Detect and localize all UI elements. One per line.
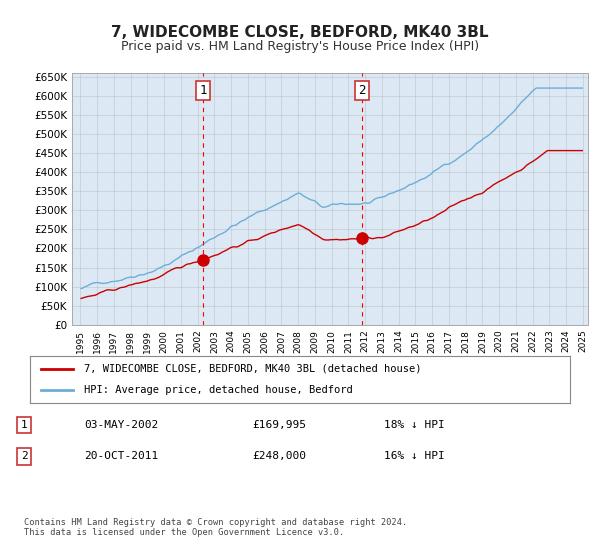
Text: HPI: Average price, detached house, Bedford: HPI: Average price, detached house, Bedf… [84,385,353,395]
Text: 1: 1 [20,420,28,430]
Text: 16% ↓ HPI: 16% ↓ HPI [384,451,445,461]
Text: 03-MAY-2002: 03-MAY-2002 [84,420,158,430]
Bar [203,73,362,325]
Text: £248,000: £248,000 [252,451,306,461]
Text: Contains HM Land Registry data © Crown copyright and database right 2024.
This d: Contains HM Land Registry data © Crown c… [24,518,407,538]
Text: £169,995: £169,995 [252,420,306,430]
Text: 2: 2 [20,451,28,461]
Text: Price paid vs. HM Land Registry's House Price Index (HPI): Price paid vs. HM Land Registry's House … [121,40,479,53]
Text: 1: 1 [199,84,207,97]
Text: 7, WIDECOMBE CLOSE, BEDFORD, MK40 3BL: 7, WIDECOMBE CLOSE, BEDFORD, MK40 3BL [111,25,489,40]
Text: 2: 2 [358,84,365,97]
Text: 18% ↓ HPI: 18% ↓ HPI [384,420,445,430]
Text: 20-OCT-2011: 20-OCT-2011 [84,451,158,461]
Text: 7, WIDECOMBE CLOSE, BEDFORD, MK40 3BL (detached house): 7, WIDECOMBE CLOSE, BEDFORD, MK40 3BL (d… [84,364,421,374]
